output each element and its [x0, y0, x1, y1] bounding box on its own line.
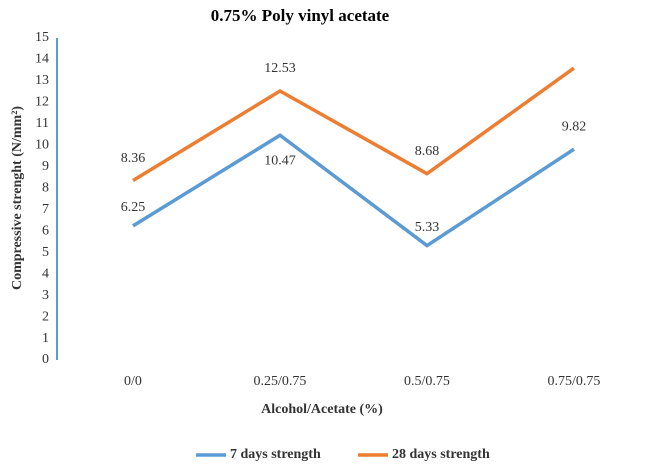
y-tick-label: 1 — [42, 331, 49, 346]
data-label: 6.25 — [121, 200, 146, 215]
data-label: 8.36 — [121, 151, 146, 166]
data-label: 12.53 — [264, 61, 296, 76]
x-tick-label: 0.25/0.75 — [254, 374, 307, 389]
data-label: 10.47 — [264, 153, 296, 168]
chart-title: 0.75% Poly vinyl acetate — [211, 6, 390, 25]
y-tick-label: 0 — [42, 352, 49, 367]
y-axis-title: Compressive strenght (N/mm²) — [10, 106, 25, 290]
y-tick-label: 15 — [35, 30, 49, 45]
y-tick-label: 9 — [42, 159, 49, 174]
x-tick-label: 0/0 — [124, 374, 142, 389]
y-tick-label: 10 — [35, 138, 49, 153]
data-label: 9.82 — [562, 119, 587, 134]
x-axis-title: Alcohol/Acetate (%) — [261, 402, 383, 417]
legend-label: 7 days strength — [230, 447, 321, 462]
y-tick-label: 2 — [42, 309, 49, 324]
y-tick-label: 6 — [42, 223, 49, 238]
data-label: 8.68 — [415, 144, 440, 159]
y-tick-label: 3 — [42, 288, 49, 303]
y-tick-label: 14 — [35, 52, 49, 67]
y-tick-label: 13 — [35, 73, 49, 88]
y-tick-label: 11 — [36, 116, 49, 131]
legend-label: 28 days strength — [392, 447, 490, 462]
y-tick-label: 12 — [35, 95, 49, 110]
x-tick-label: 0.5/0.75 — [404, 374, 450, 389]
line-series — [132, 66, 576, 183]
y-tick-label: 8 — [42, 180, 49, 195]
x-tick-label: 0.75/0.75 — [548, 374, 601, 389]
y-tick-label: 7 — [42, 202, 49, 217]
y-tick-label: 5 — [42, 245, 49, 260]
y-tick-label: 4 — [42, 266, 49, 281]
line-series — [132, 133, 575, 248]
data-label: 5.33 — [415, 220, 440, 235]
